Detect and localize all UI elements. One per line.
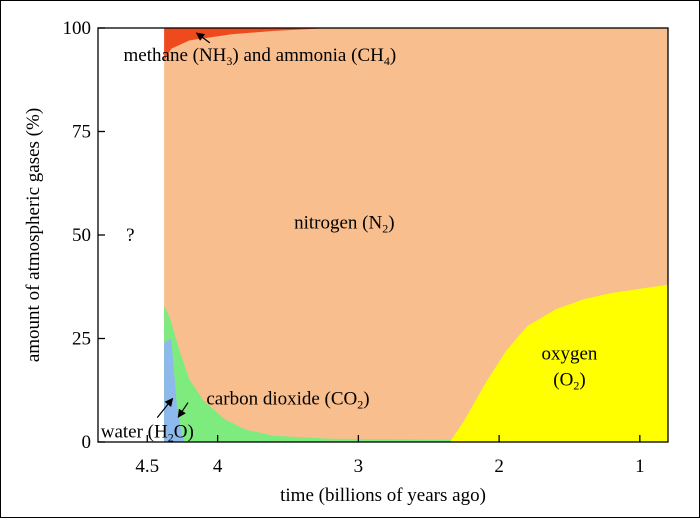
annotation-arrow	[177, 402, 189, 418]
x-tick-label: 4.5	[135, 456, 159, 477]
annotation-oxygen: oxygen (O2)	[542, 344, 598, 393]
area-carbon	[164, 305, 457, 442]
annotation-water: water (H2O)	[101, 397, 194, 445]
axes-layer: 0 25 50 75 100 4.5 4 3 2 1	[63, 18, 669, 477]
annotation-methane: methane (NH3) and ammonia (CH4)	[124, 32, 397, 68]
x-axis-title: time (billions of years ago)	[280, 485, 486, 506]
annotation-arrow	[195, 32, 211, 44]
area-water	[164, 338, 184, 442]
svg-text:carbon dioxide (CO2): carbon dioxide (CO2)	[206, 389, 369, 412]
x-tick-label: 1	[635, 456, 645, 477]
annotation-carbon: carbon dioxide (CO2)	[177, 389, 370, 418]
unknown-label: ?	[126, 225, 134, 246]
y-axis-title: amount of atmospheric gases (%)	[23, 108, 44, 362]
x-tick-label: 2	[494, 456, 504, 477]
annotation-nitrogen: nitrogen (N2)	[294, 213, 394, 236]
svg-text:water (H2O): water (H2O)	[101, 422, 194, 445]
x-tick-label: 4	[213, 456, 223, 477]
y-tick-label: 50	[72, 225, 91, 246]
y-tick-label: 75	[72, 122, 91, 143]
area-oxygen	[449, 284, 668, 442]
svg-text:oxygen: oxygen	[542, 344, 598, 365]
svg-text:(O2): (O2)	[553, 370, 585, 393]
svg-text:methane (NH3) and ammonia (CH4: methane (NH3) and ammonia (CH4)	[124, 45, 397, 68]
y-tick-label: 0	[82, 432, 92, 453]
y-tick-label: 100	[63, 18, 92, 39]
x-tick-label: 3	[354, 456, 364, 477]
svg-text:nitrogen (N2): nitrogen (N2)	[294, 213, 394, 236]
y-tick-label: 25	[72, 329, 91, 350]
area-methane	[164, 28, 331, 62]
area-layer	[164, 28, 668, 442]
label-layer: ? time (billions of years ago) amount of…	[23, 32, 598, 506]
annotation-arrow	[156, 397, 174, 419]
